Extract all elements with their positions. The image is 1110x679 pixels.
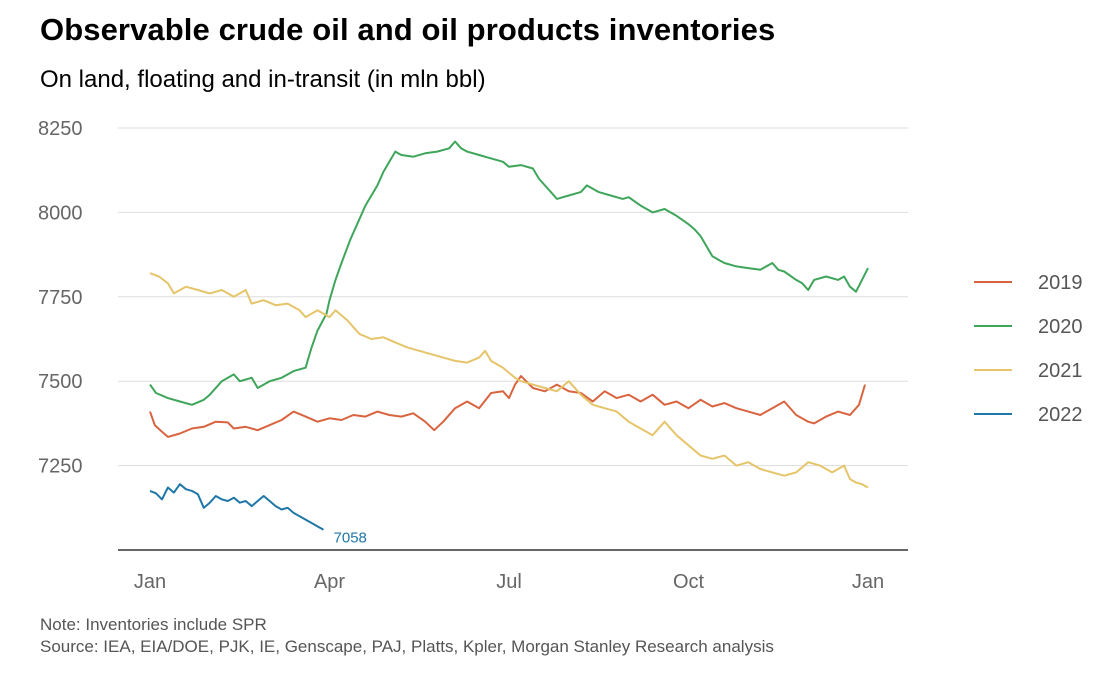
series-lines — [149, 140, 869, 531]
source-text: Source: IEA, EIA/DOE, PJK, IE, Genscape,… — [40, 637, 774, 656]
chart-notes: Note: Inventories include SPR Source: IE… — [40, 614, 774, 658]
chart-subtitle: On land, floating and in-transit (in mln… — [40, 66, 486, 93]
y-tick-label: 7750 — [38, 287, 83, 309]
series-line-2021 — [149, 272, 869, 489]
legend-label-2021: 2021 — [1038, 360, 1083, 382]
series-line-2022 — [149, 483, 324, 531]
x-axis-ticks: Jan Apr Jul Oct Jan — [134, 571, 884, 593]
x-tick-label: Oct — [673, 571, 705, 593]
y-axis-ticks: 7250 7500 7750 8000 8250 — [38, 118, 83, 478]
x-tick-label: Jul — [496, 571, 522, 593]
chart-title: Observable crude oil and oil products in… — [40, 12, 776, 47]
y-tick-label: 8250 — [38, 118, 83, 140]
series-line-2020 — [149, 140, 869, 406]
y-tick-label: 7250 — [38, 456, 83, 478]
x-tick-label: Apr — [314, 571, 345, 593]
gridlines — [118, 127, 908, 551]
legend-label-2022: 2022 — [1038, 404, 1083, 426]
annotations: 7058 — [334, 530, 367, 547]
x-tick-label: Jan — [852, 571, 884, 593]
legend: 2019 2020 2021 2022 — [974, 272, 1083, 426]
series-line-2019 — [149, 375, 866, 438]
x-tick-label: Jan — [134, 571, 166, 593]
y-tick-label: 7500 — [38, 371, 83, 393]
legend-label-2019: 2019 — [1038, 272, 1083, 294]
end-value-label: 7058 — [334, 530, 367, 547]
note-text: Note: Inventories include SPR — [40, 615, 267, 634]
legend-label-2020: 2020 — [1038, 316, 1083, 338]
y-tick-label: 8000 — [38, 202, 83, 224]
